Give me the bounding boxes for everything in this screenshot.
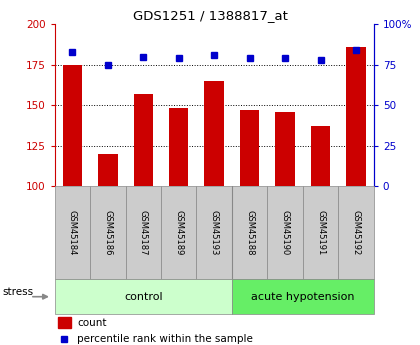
Bar bbox=[161, 186, 197, 279]
Text: GSM45188: GSM45188 bbox=[245, 210, 254, 256]
Bar bbox=[197, 186, 232, 279]
Bar bbox=[63, 65, 82, 186]
Bar bbox=[303, 186, 339, 279]
Text: GSM45192: GSM45192 bbox=[352, 210, 360, 256]
Bar bbox=[346, 47, 366, 186]
Bar bbox=[126, 186, 161, 279]
Text: acute hypotension: acute hypotension bbox=[251, 292, 354, 302]
Bar bbox=[55, 279, 232, 314]
Text: GSM45186: GSM45186 bbox=[103, 210, 112, 256]
Text: GSM45184: GSM45184 bbox=[68, 210, 77, 256]
Bar bbox=[55, 186, 90, 279]
Bar bbox=[268, 186, 303, 279]
Text: GSM45189: GSM45189 bbox=[174, 210, 183, 256]
Bar bbox=[232, 186, 268, 279]
Text: GDS1251 / 1388817_at: GDS1251 / 1388817_at bbox=[133, 9, 287, 22]
Text: control: control bbox=[124, 292, 163, 302]
Bar bbox=[339, 186, 374, 279]
Text: GSM45193: GSM45193 bbox=[210, 210, 219, 256]
Bar bbox=[169, 108, 189, 186]
Bar bbox=[240, 110, 260, 186]
Bar bbox=[232, 279, 374, 314]
Text: GSM45190: GSM45190 bbox=[281, 210, 290, 256]
Text: stress: stress bbox=[3, 287, 34, 296]
Bar bbox=[205, 81, 224, 186]
Text: GSM45191: GSM45191 bbox=[316, 210, 325, 256]
Bar bbox=[98, 154, 118, 186]
Bar bbox=[276, 112, 295, 186]
Bar bbox=[58, 317, 71, 328]
Text: count: count bbox=[77, 318, 106, 328]
Text: percentile rank within the sample: percentile rank within the sample bbox=[77, 334, 253, 344]
Bar bbox=[90, 186, 126, 279]
Bar bbox=[311, 126, 331, 186]
Bar bbox=[134, 94, 153, 186]
Text: GSM45187: GSM45187 bbox=[139, 210, 148, 256]
